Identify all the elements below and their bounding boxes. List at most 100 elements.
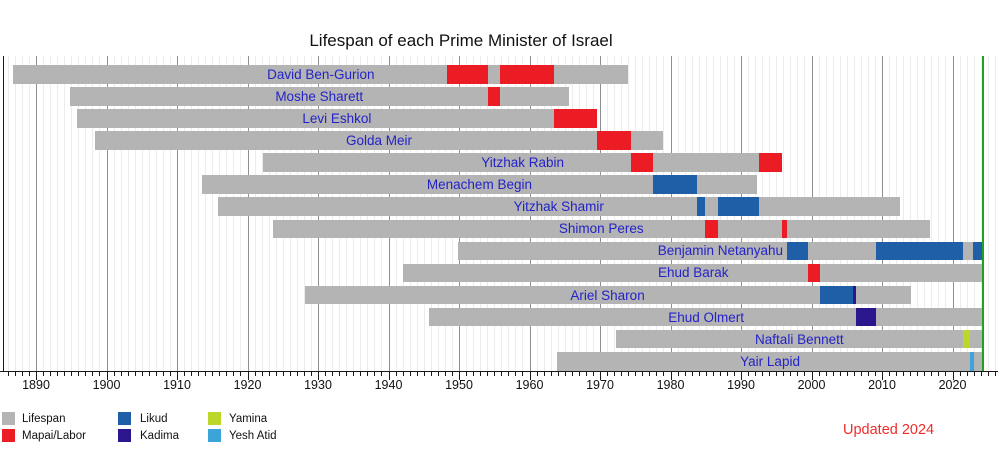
year-gridline	[917, 56, 919, 371]
lifespan-bar-moshe-sharett: Moshe Sharett	[69, 87, 569, 106]
axis-tick	[451, 372, 453, 376]
term-segment-mapai_labor	[808, 263, 820, 283]
year-gridline	[198, 56, 200, 371]
axis-tick	[973, 372, 975, 376]
axis-tick	[677, 372, 679, 376]
year-gridline	[64, 56, 66, 371]
axis-tick	[917, 372, 919, 376]
year-gridline	[212, 56, 214, 371]
pm-name-label: Golda Meir	[345, 132, 412, 148]
axis-tick	[748, 372, 750, 376]
year-gridline	[148, 56, 150, 371]
year-gridline	[155, 56, 157, 371]
lifespan-bar-menachem-begin: Menachem Begin	[202, 175, 757, 194]
pm-name-label: Ariel Sharon	[570, 287, 645, 303]
axis-tick	[550, 372, 552, 376]
year-gridline	[85, 56, 87, 371]
axis-tick	[790, 372, 792, 376]
axis-tick	[670, 372, 672, 380]
pm-name-label: Ehud Olmert	[668, 309, 744, 325]
legend-label-yamina: Yamina	[229, 412, 268, 425]
axis-tick	[423, 372, 425, 376]
legend-swatch-lifespan	[2, 412, 15, 425]
legend-label-yesh_atid: Yesh Atid	[229, 429, 277, 442]
axis-tick	[762, 372, 764, 376]
axis-tick	[381, 372, 383, 376]
legend-swatch-yesh_atid	[208, 429, 221, 442]
axis-tick	[106, 372, 108, 380]
axis-tick	[289, 372, 291, 376]
axis-tick	[367, 372, 369, 376]
pm-name-label: Naftali Bennett	[755, 331, 844, 347]
axis-tick	[459, 372, 460, 380]
pm-name-label: Yitzhak Shamir	[513, 199, 604, 215]
pm-name-label: David Ben-Gurion	[267, 66, 375, 82]
axis-tick	[733, 372, 735, 376]
axis-tick-label: 1930	[304, 378, 332, 392]
axis-tick-label: 1920	[233, 378, 262, 392]
axis-tick	[113, 372, 115, 376]
axis-tick	[212, 372, 214, 376]
year-gridline	[50, 56, 52, 371]
axis-tick	[959, 372, 961, 376]
axis-tick	[966, 372, 968, 376]
chart-title: Lifespan of each Prime Minister of Israe…	[309, 31, 613, 50]
decade-gridline	[177, 56, 178, 371]
axis-tick	[952, 372, 954, 380]
year-gridline	[43, 56, 45, 371]
pm-name-label: Levi Eshkol	[302, 110, 372, 126]
lifespan-bar-naftali-bennett: Naftali Bennett	[615, 329, 984, 349]
axis-tick	[910, 372, 912, 376]
year-gridline	[987, 56, 989, 371]
year-gridline	[980, 56, 982, 371]
axis-tick	[755, 372, 757, 376]
axis-tick	[994, 372, 996, 376]
year-gridline	[7, 56, 9, 371]
axis-tick	[543, 372, 545, 376]
axis-tick	[945, 372, 947, 376]
axis-tick	[205, 372, 207, 376]
axis-tick	[642, 372, 644, 376]
legend-label-lifespan: Lifespan	[22, 412, 66, 425]
lifespan-bar-golda-meir: Golda Meir	[94, 131, 664, 150]
axis-tick	[14, 372, 16, 376]
axis-tick	[529, 372, 531, 380]
year-gridline	[184, 56, 186, 371]
term-segment-mapai_labor	[487, 87, 501, 106]
pm-name-label: Moshe Sharett	[275, 88, 364, 104]
decade-gridline	[106, 56, 108, 371]
axis-tick	[120, 372, 122, 376]
axis-tick	[85, 372, 87, 376]
axis-tick	[430, 372, 432, 376]
year-gridline	[966, 56, 968, 371]
axis-tick	[332, 372, 334, 376]
axis-tick	[64, 372, 66, 376]
axis-tick-label: 1910	[163, 378, 191, 392]
year-gridline	[162, 56, 164, 371]
axis-tick	[712, 372, 714, 376]
axis-tick-label: 1960	[515, 378, 544, 392]
axis-tick	[275, 372, 277, 376]
axis-tick	[578, 372, 580, 376]
axis-tick	[374, 372, 376, 376]
axis-tick	[501, 372, 503, 376]
axis-tick	[395, 372, 397, 376]
axis-tick	[592, 372, 594, 376]
axis-tick	[353, 372, 355, 376]
axis-tick	[705, 372, 707, 376]
axis-tick	[867, 372, 869, 376]
axis-tick	[600, 372, 601, 380]
year-gridline	[924, 56, 926, 371]
lifespan-bar-ariel-sharon: Ariel Sharon	[304, 285, 911, 305]
lifespan-bar-yitzhak-rabin: Yitzhak Rabin	[263, 153, 783, 172]
term-segment-likud	[819, 285, 854, 305]
term-segment-likud	[718, 197, 759, 216]
axis-tick	[198, 372, 200, 376]
axis-tick	[325, 372, 327, 376]
axis-tick	[416, 372, 418, 376]
axis-tick	[310, 372, 312, 376]
year-gridline	[28, 56, 30, 371]
axis-tick	[649, 372, 651, 376]
axis-tick	[515, 372, 517, 376]
axis-tick	[191, 372, 193, 376]
